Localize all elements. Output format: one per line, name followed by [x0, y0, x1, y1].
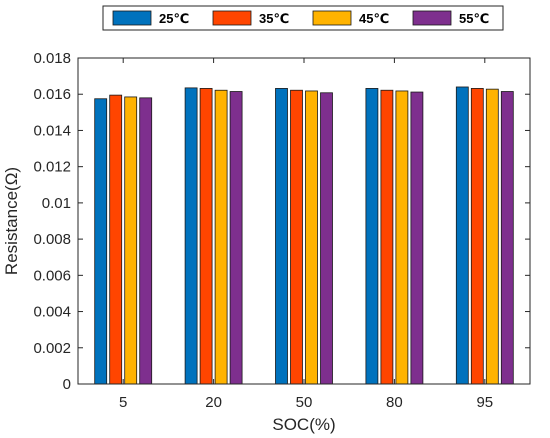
bar [214, 89, 228, 385]
x-axis-label: SOC(%) [272, 415, 335, 434]
y-tick-label: 0.012 [33, 159, 71, 176]
x-tick-label: 50 [296, 394, 313, 411]
legend-label: 45℃ [359, 11, 389, 26]
bar [395, 90, 409, 385]
bar [500, 91, 514, 385]
legend-label: 35℃ [259, 11, 289, 26]
legend-swatch [112, 10, 152, 26]
bar [124, 96, 138, 385]
y-tick-label: 0 [63, 376, 71, 393]
bar [184, 87, 198, 385]
bar [380, 89, 394, 385]
y-tick-label: 0.008 [33, 231, 71, 248]
y-tick-label: 0.002 [33, 340, 71, 357]
x-tick-label: 5 [119, 394, 127, 411]
y-tick-label: 0.006 [33, 267, 71, 284]
bar [410, 91, 424, 385]
bar [109, 94, 123, 385]
bar [290, 89, 303, 385]
bar [199, 88, 213, 385]
bar [94, 98, 108, 385]
bar [275, 88, 288, 385]
x-tick-label: 80 [386, 394, 403, 411]
bar [320, 92, 333, 385]
bar [365, 88, 379, 385]
y-tick-label: 0.004 [33, 304, 71, 321]
x-tick-label: 95 [476, 394, 493, 411]
bars [94, 86, 514, 385]
bar [485, 88, 499, 385]
y-tick-label: 0.014 [33, 122, 71, 139]
legend-swatch [212, 10, 252, 26]
x-tick-label: 20 [205, 394, 222, 411]
bar [139, 97, 153, 385]
bar [229, 91, 243, 385]
y-axis-label: Resistance(Ω) [2, 167, 21, 275]
bar [470, 88, 484, 385]
bar [455, 86, 469, 385]
legend-label: 25℃ [159, 11, 189, 26]
legend-label: 55℃ [459, 11, 489, 26]
y-tick-label: 0.01 [42, 195, 71, 212]
legend-swatch [312, 10, 352, 26]
y-tick-label: 0.018 [33, 50, 71, 67]
bar [305, 90, 318, 385]
y-axis-ticks: 0 0.002 0.004 0.006 0.008 0.01 0.012 0.014 0.016… [33, 50, 530, 393]
y-tick-label: 0.016 [33, 86, 71, 103]
legend: 25℃ 35℃ 45℃ 55℃ [102, 5, 504, 31]
x-axis-ticks: 5 20 50 80 95 [119, 58, 493, 411]
legend-swatch [412, 10, 452, 26]
